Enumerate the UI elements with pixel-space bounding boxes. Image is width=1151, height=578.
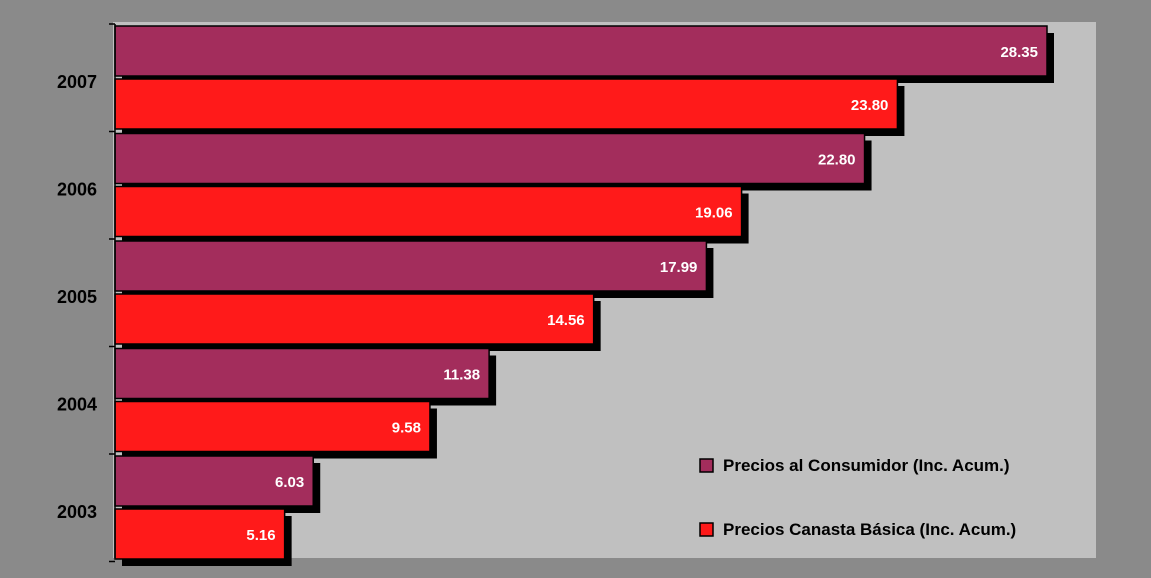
bar-canasta-2004 bbox=[114, 400, 431, 453]
bar-consumidor-2005 bbox=[114, 240, 708, 292]
y-tick-label-2007: 2007 bbox=[57, 72, 97, 92]
bar-consumidor-2004 bbox=[114, 347, 490, 400]
bar-consumidor-2003 bbox=[114, 455, 314, 507]
data-label-canasta-2007: 23.80 bbox=[851, 97, 889, 114]
y-tick-label-2004: 2004 bbox=[57, 395, 97, 415]
data-label-canasta-2004: 9.58 bbox=[392, 420, 421, 437]
legend-swatch-consumidor bbox=[699, 458, 714, 473]
y-axis-labels: 2007 2006 2005 2004 2003 bbox=[57, 23, 116, 563]
data-label-consumidor-2005: 17.99 bbox=[660, 259, 698, 276]
bar-canasta-2007 bbox=[114, 78, 899, 130]
bar-consumidor-2007 bbox=[114, 25, 1048, 77]
legend-label-consumidor: Precios al Consumidor (Inc. Acum.) bbox=[723, 456, 1010, 475]
bars-layer: 28.35 23.80 22.80 19.06 17.99 14.56 11.38 9.58 6… bbox=[114, 25, 1054, 566]
bar-canasta-2003 bbox=[114, 508, 286, 560]
y-tick-label-2006: 2006 bbox=[57, 180, 97, 200]
y-tick-label-2003: 2003 bbox=[57, 502, 97, 522]
legend-label-canasta: Precios Canasta Básica (Inc. Acum.) bbox=[723, 520, 1016, 539]
bar-canasta-2005 bbox=[114, 293, 595, 345]
legend-box bbox=[683, 425, 1096, 558]
data-label-canasta-2006: 19.06 bbox=[695, 205, 733, 222]
y-tick-label-2005: 2005 bbox=[57, 287, 97, 307]
data-label-canasta-2005: 14.56 bbox=[547, 312, 585, 329]
data-label-canasta-2003: 5.16 bbox=[246, 527, 275, 544]
legend: Precios al Consumidor (Inc. Acum.) Preci… bbox=[683, 425, 1096, 558]
data-label-consumidor-2007: 28.35 bbox=[1000, 44, 1038, 61]
data-label-consumidor-2006: 22.80 bbox=[818, 152, 856, 169]
bar-consumidor-2006 bbox=[114, 132, 866, 185]
bar-canasta-2006 bbox=[114, 185, 743, 238]
data-label-consumidor-2004: 11.38 bbox=[443, 367, 480, 384]
legend-swatch-canasta bbox=[699, 522, 714, 537]
data-label-consumidor-2003: 6.03 bbox=[275, 474, 304, 491]
